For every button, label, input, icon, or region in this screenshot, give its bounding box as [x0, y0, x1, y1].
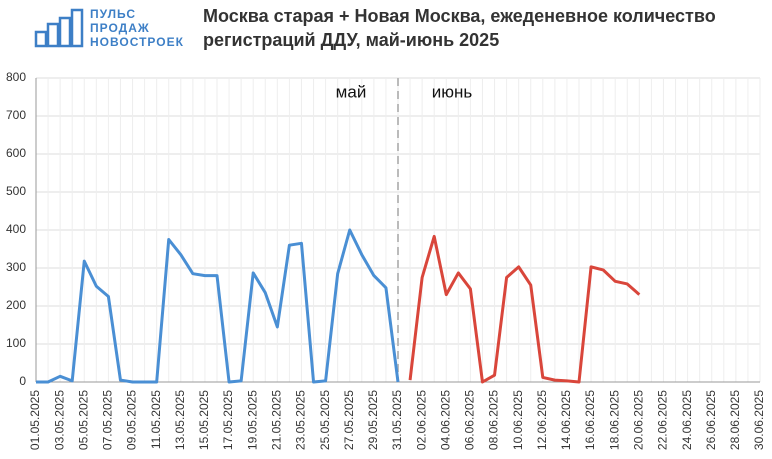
x-tick-label: 06.06.2025 — [463, 390, 477, 450]
x-tick-label: 09.05.2025 — [125, 390, 139, 450]
x-tick-label: 04.06.2025 — [438, 390, 452, 450]
x-tick-label: 13.05.2025 — [173, 390, 187, 450]
x-tick-label: 15.05.2025 — [197, 390, 211, 450]
logo-text: ПУЛЬС — [90, 7, 136, 21]
x-tick-label: 19.05.2025 — [245, 390, 259, 450]
x-tick-label: 29.05.2025 — [366, 390, 380, 450]
x-tick-label: 31.05.2025 — [390, 390, 404, 450]
y-tick-label: 600 — [6, 146, 26, 160]
y-tick-label: 400 — [6, 222, 26, 236]
x-tick-label: 18.06.2025 — [607, 390, 621, 450]
y-tick-label: 0 — [19, 374, 26, 388]
logo-bar — [58, 16, 72, 48]
y-tick-label: 100 — [6, 336, 26, 350]
series-line — [408, 234, 641, 384]
y-tick-label: 700 — [6, 108, 26, 122]
x-tick-label: 07.05.2025 — [101, 390, 115, 450]
x-tick-label: 12.06.2025 — [535, 390, 549, 450]
x-tick-label: 21.05.2025 — [270, 390, 284, 450]
x-tick-label: 24.06.2025 — [680, 390, 694, 450]
x-tick-label: 14.06.2025 — [559, 390, 573, 450]
annotation: июнь — [432, 82, 473, 101]
x-tick-label: 03.05.2025 — [52, 390, 66, 450]
x-tick-label: 26.06.2025 — [704, 390, 718, 450]
logo-text: ПРОДАЖ — [90, 21, 150, 35]
x-tick-label: 25.05.2025 — [318, 390, 332, 450]
logo — [34, 8, 84, 48]
logo-bar — [46, 22, 60, 48]
x-tick-label: 05.05.2025 — [76, 390, 90, 450]
x-tick-label: 28.06.2025 — [728, 390, 742, 450]
y-tick-label: 800 — [6, 70, 26, 84]
logo-bar — [34, 30, 48, 48]
chart-title: Москва старая + Новая Москва, ежеденевно… — [203, 6, 716, 26]
x-tick-label: 16.06.2025 — [583, 390, 597, 450]
x-tick-label: 23.05.2025 — [294, 390, 308, 450]
y-tick-label: 500 — [6, 184, 26, 198]
series-line — [36, 228, 400, 384]
x-tick-label: 02.06.2025 — [414, 390, 428, 450]
x-tick-label: 30.06.2025 — [752, 390, 766, 450]
logo-text: НОВОСТРОЕК — [90, 35, 184, 49]
x-tick-label: 08.06.2025 — [487, 390, 501, 450]
chart-title: регистраций ДДУ, май-июнь 2025 — [203, 30, 499, 50]
x-tick-label: 27.05.2025 — [342, 390, 356, 450]
y-tick-label: 300 — [6, 260, 26, 274]
x-tick-label: 17.05.2025 — [221, 390, 235, 450]
x-tick-label: 22.06.2025 — [656, 390, 670, 450]
x-tick-label: 20.06.2025 — [632, 390, 646, 450]
logo-bar — [70, 8, 84, 48]
x-tick-label: 01.05.2025 — [28, 390, 42, 450]
x-tick-label: 11.05.2025 — [149, 390, 163, 449]
annotation: май — [336, 82, 367, 101]
x-tick-label: 10.06.2025 — [511, 390, 525, 450]
y-tick-label: 200 — [6, 298, 26, 312]
